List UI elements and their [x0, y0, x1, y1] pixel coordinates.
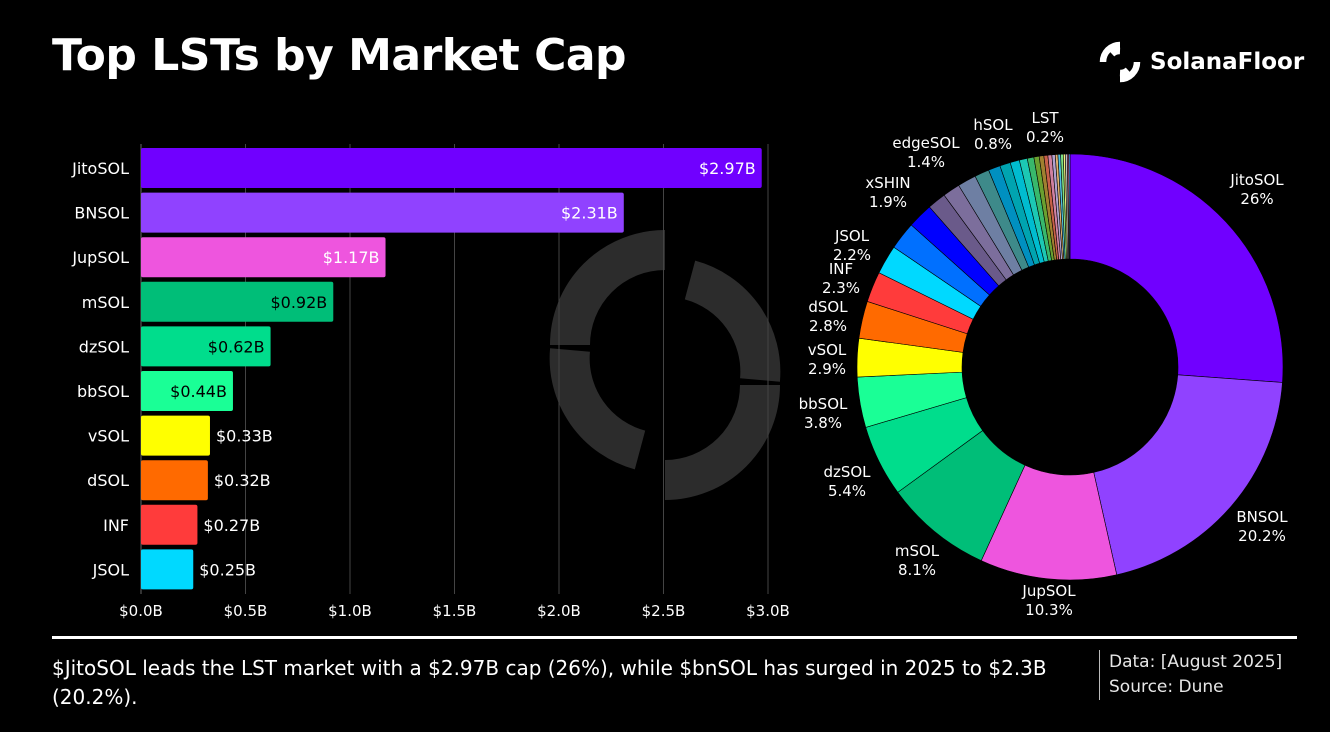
bar — [141, 281, 334, 322]
brand-logo: SolanaFloor — [1098, 40, 1304, 84]
bar — [141, 237, 386, 278]
watermark-logo-icon — [549, 230, 781, 500]
bar-category-label: dzSOL — [79, 337, 129, 356]
bar-category-label: vSOL — [88, 427, 129, 446]
slice-percent-label: 26% — [1240, 190, 1273, 208]
bar — [141, 415, 210, 456]
slice-label: BNSOL — [1236, 508, 1288, 526]
slice-percent-label: 2.9% — [808, 360, 846, 378]
bar-value-label: $0.32B — [214, 471, 271, 490]
slice-label: dzSOL — [823, 463, 871, 481]
bar-category-label: JitoSOL — [71, 159, 129, 178]
donut-slice — [1093, 374, 1283, 576]
slice-percent-label: 3.8% — [804, 414, 842, 432]
bar-value-label: $0.92B — [270, 293, 327, 312]
bar-value-label: $2.97B — [699, 159, 756, 178]
slice-percent-label: 0.8% — [974, 135, 1012, 153]
solanafloor-logo-icon — [1099, 41, 1141, 83]
bar-chart: $0.0B $0.5B $1.0B $1.5B $2.0B $2.5B $3.0B JitoS… — [71, 148, 790, 620]
slice-label: INF — [829, 260, 853, 278]
bar-value-label: $0.44B — [170, 382, 227, 401]
x-tick-label: $3.0B — [746, 602, 790, 620]
bar-category-label: dSOL — [87, 471, 129, 490]
source-info: Data: [August 2025] Source: Dune — [1099, 650, 1282, 700]
slice-percent-label: 2.8% — [809, 317, 847, 335]
slice-percent-label: 5.4% — [828, 482, 866, 500]
slice-label: vSOL — [808, 341, 847, 359]
slice-percent-label: 2.2% — [833, 246, 871, 264]
bar-category-label: JSOL — [92, 560, 129, 579]
x-tick-label: $0.0B — [119, 602, 163, 620]
bar-value-label: $1.17B — [323, 248, 380, 267]
slice-label: LST — [1031, 109, 1059, 127]
charts-canvas: $0.0B $0.5B $1.0B $1.5B $2.0B $2.5B $3.0B JitoS… — [71, 109, 1289, 620]
slice-label: dSOL — [808, 298, 848, 316]
bar-value-label: $0.25B — [199, 560, 256, 579]
donut-slice — [1068, 153, 1071, 260]
bar-category-label: bbSOL — [77, 382, 129, 401]
slice-percent-label: 10.3% — [1025, 601, 1073, 619]
bar — [141, 148, 762, 188]
bar-category-label: BNSOL — [74, 204, 129, 223]
footer-divider — [52, 636, 1297, 639]
x-tick-label: $2.0B — [537, 602, 581, 620]
slice-percent-label: 0.2% — [1026, 128, 1064, 146]
slice-label: mSOL — [895, 542, 940, 560]
page-title: Top LSTs by Market Cap — [52, 30, 627, 81]
slice-label: bbSOL — [799, 395, 848, 413]
data-source: Source: Dune — [1109, 677, 1224, 697]
slice-label: edgeSOL — [892, 134, 960, 152]
bar — [141, 504, 198, 545]
slice-label: JitoSOL — [1229, 171, 1284, 189]
slice-percent-label: 1.4% — [907, 153, 945, 171]
bar-value-label: $0.62B — [208, 337, 265, 356]
slice-label: JSOL — [834, 227, 870, 245]
x-tick-label: $1.5B — [433, 602, 477, 620]
bar — [141, 192, 624, 233]
bar — [141, 371, 233, 411]
bar — [141, 460, 208, 501]
bar-category-label: INF — [103, 516, 129, 535]
x-tick-label: $0.5B — [224, 602, 268, 620]
bar — [141, 326, 271, 367]
bar-value-label: $2.31B — [561, 204, 618, 223]
slice-label: JupSOL — [1021, 582, 1076, 600]
brand-name: SolanaFloor — [1150, 49, 1305, 75]
bar-value-label: $0.33B — [216, 427, 273, 446]
donut-slice — [1069, 153, 1284, 383]
chart-caption: $JitoSOL leads the LST market with a $2.… — [52, 656, 1047, 709]
bar — [141, 549, 194, 590]
data-date: Data: [August 2025] — [1109, 652, 1283, 672]
bar-category-label: mSOL — [82, 293, 129, 312]
slice-label: hSOL — [973, 116, 1013, 134]
x-tick-label: $1.0B — [328, 602, 372, 620]
x-tick-label: $2.5B — [642, 602, 686, 620]
slice-percent-label: 1.9% — [869, 193, 907, 211]
bar-category-label: JupSOL — [71, 248, 129, 267]
slice-percent-label: 20.2% — [1238, 527, 1286, 545]
slice-percent-label: 2.3% — [822, 279, 860, 297]
slice-percent-label: 8.1% — [898, 561, 936, 579]
bar-value-label: $0.27B — [203, 516, 260, 535]
slice-label: xSHIN — [865, 174, 910, 192]
